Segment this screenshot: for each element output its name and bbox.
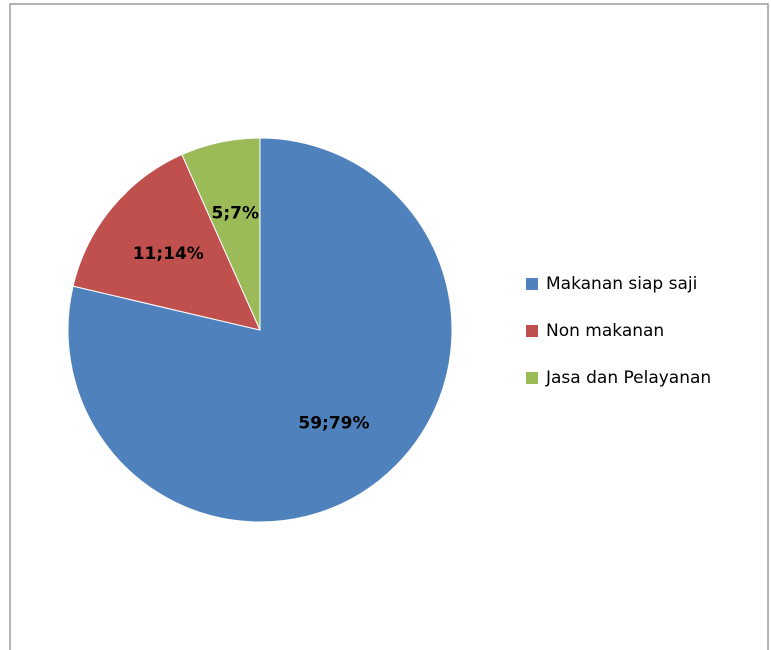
- legend-swatch: [526, 278, 538, 290]
- pie-slice: [181, 137, 261, 331]
- data-label: 11;14%: [133, 244, 204, 264]
- pie-slice: [72, 153, 261, 331]
- pie-slice: [67, 137, 453, 523]
- legend-swatch: [526, 325, 538, 337]
- data-label: 59;79%: [298, 413, 369, 433]
- legend-label: Makanan siap saji: [546, 274, 697, 294]
- legend-label: Jasa dan Pelayanan: [545, 368, 711, 388]
- legend-label: Non makanan: [546, 321, 664, 341]
- data-label: 5;7%: [212, 204, 260, 224]
- legend-swatch: [526, 372, 538, 384]
